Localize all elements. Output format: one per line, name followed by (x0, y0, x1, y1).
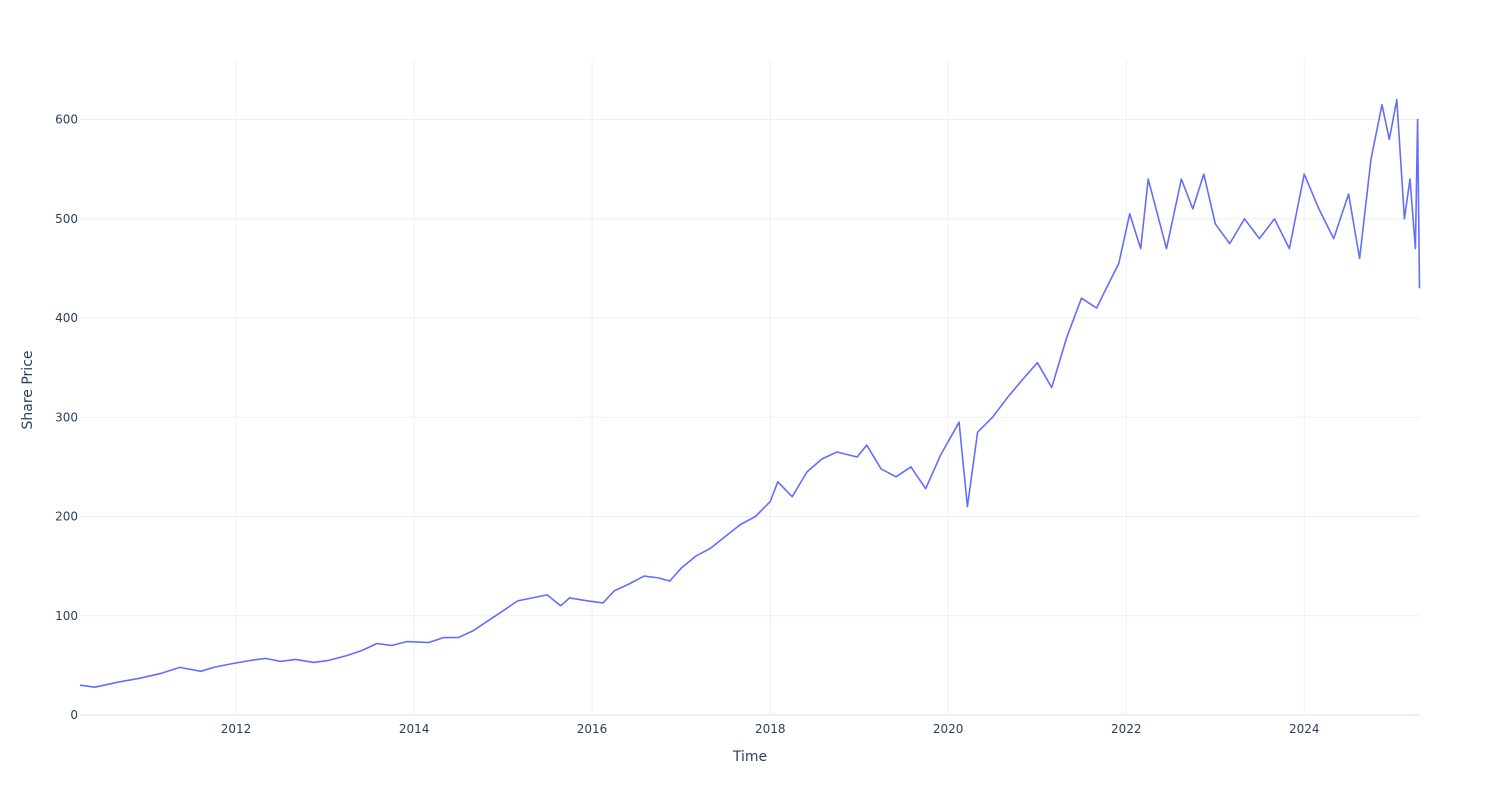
x-tick-label: 2012 (221, 722, 252, 736)
y-tick-label: 500 (55, 212, 78, 226)
series-line (79, 98, 1421, 688)
y-tick-label: 400 (55, 311, 78, 325)
x-tick-label: 2016 (577, 722, 608, 736)
y-tick-label: 300 (55, 410, 78, 424)
x-tick-label: 2024 (1289, 722, 1320, 736)
y-axis-title: Share Price (20, 350, 36, 429)
y-tick-label: 600 (55, 113, 78, 127)
gridlines (80, 60, 1420, 716)
series-layer (79, 98, 1421, 688)
x-axis-title: Time (732, 749, 767, 765)
y-tick-label: 200 (55, 510, 78, 524)
x-tick-label: 2014 (399, 722, 430, 736)
x-tick-label: 2022 (1111, 722, 1142, 736)
y-tick-label: 100 (55, 609, 78, 623)
x-tick-label: 2020 (933, 722, 964, 736)
y-tick-label: 0 (70, 708, 78, 722)
tick-labels: 2012 2014 2016 2018 2020 2022 2024 0 100 200 300 40… (55, 113, 1319, 736)
x-tick-label: 2018 (755, 722, 786, 736)
